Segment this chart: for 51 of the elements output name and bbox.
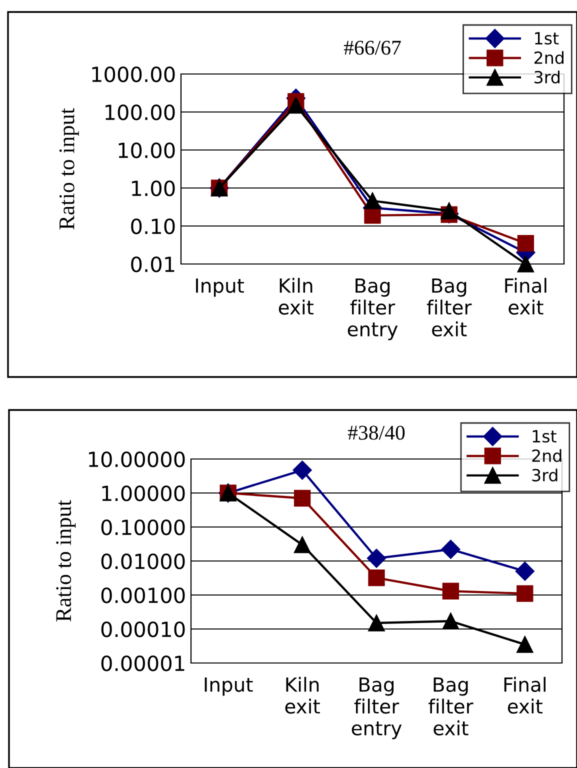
y-tick-label: 0.01 — [131, 256, 174, 272]
chart-title: #38/40 — [348, 426, 405, 440]
x-tick-label: Bag filter entry — [348, 278, 398, 340]
point — [441, 540, 460, 559]
y-axis-title: Ratio to input — [59, 108, 79, 230]
point — [442, 612, 460, 630]
x-tick-label: Kiln exit — [285, 676, 320, 714]
y-tick-label: 0.00100 — [101, 587, 185, 604]
point — [366, 548, 386, 568]
y-tick-label: 100.00 — [106, 104, 175, 120]
x-tick-label: Kiln exit — [278, 278, 314, 315]
point — [288, 96, 304, 114]
y-tick-label: 1000.00 — [92, 66, 175, 82]
legend-label: 2nd — [532, 449, 562, 462]
point — [516, 636, 534, 653]
point — [440, 202, 458, 220]
y-tick-label: 10.00 — [118, 142, 175, 158]
y-tick-label: 1.00000 — [102, 485, 185, 502]
y-tick-label: 1.00 — [132, 180, 175, 196]
point — [515, 562, 534, 581]
point — [368, 569, 385, 586]
point — [517, 256, 534, 272]
chart-title: #66/67 — [344, 40, 401, 55]
point — [294, 490, 311, 507]
legend-label: 1st — [532, 430, 556, 443]
x-tick-label: Input — [196, 278, 244, 297]
point — [294, 536, 311, 554]
x-tick-label: Final exit — [505, 278, 546, 315]
point — [517, 234, 534, 252]
y-tick-label: 0.00010 — [101, 621, 185, 638]
y-tick-label: 0.01000 — [101, 553, 185, 570]
legend-label: 3rd — [532, 468, 558, 482]
y-tick-label: 10.00000 — [89, 451, 185, 468]
y-tick-label: 0.10000 — [101, 519, 185, 536]
legend-label: 2nd — [534, 51, 564, 64]
x-tick-label: Input — [204, 677, 253, 696]
point — [516, 585, 534, 602]
legend-label: 3rd — [534, 70, 560, 84]
point — [368, 614, 385, 632]
x-tick-label: Bag filter exit — [426, 278, 472, 336]
x-tick-label: Bag filter entry — [352, 677, 402, 740]
x-tick-label: Bag filter exit — [428, 677, 474, 736]
y-axis-title: Ratio to input — [56, 500, 76, 622]
legend-label: 1st — [535, 32, 559, 45]
point — [292, 460, 312, 480]
y-tick-label: 0.10 — [131, 218, 175, 234]
y-tick-label: 0.00001 — [101, 655, 184, 672]
x-tick-label: Final exit — [504, 676, 546, 714]
point — [364, 192, 381, 210]
point — [442, 582, 460, 600]
point — [364, 207, 381, 224]
